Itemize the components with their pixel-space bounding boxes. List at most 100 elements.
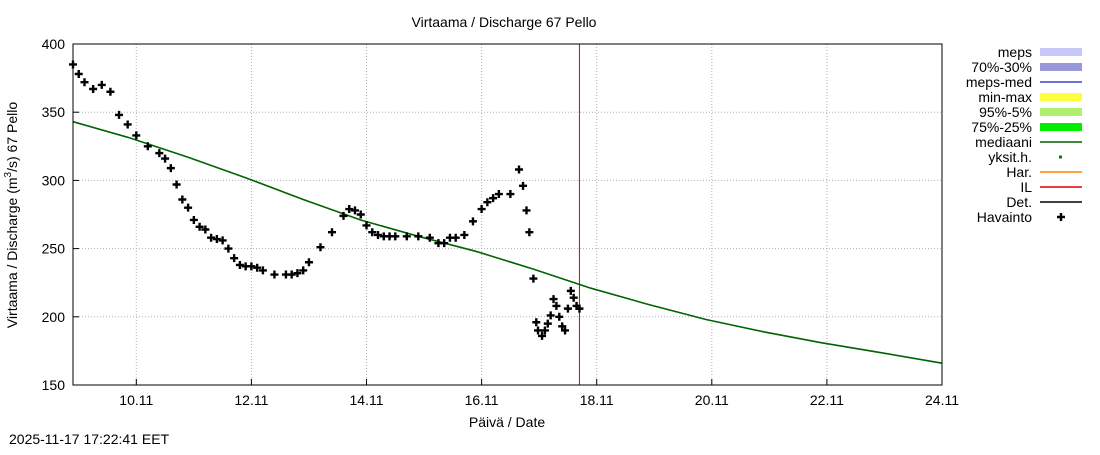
- observation-point: [558, 322, 567, 331]
- x-axis-label: Päivä / Date: [469, 414, 545, 430]
- observation-point: [106, 87, 115, 96]
- observation-point: [522, 206, 531, 215]
- observation-point: [569, 293, 578, 302]
- legend-label: IL: [1020, 179, 1032, 195]
- observation-point: [224, 244, 233, 253]
- legend-label: Det.: [1006, 194, 1032, 210]
- legend-label: Havainto: [977, 209, 1032, 225]
- observation-point: [345, 205, 354, 214]
- observation-point: [374, 230, 383, 239]
- observation-point: [538, 331, 547, 340]
- y-tick-label: 350: [42, 104, 66, 120]
- observation-point: [425, 233, 434, 242]
- observation-point: [563, 304, 572, 313]
- legend-swatch: [1040, 48, 1082, 56]
- legend-swatch: [1040, 63, 1082, 71]
- observation-point: [270, 270, 279, 279]
- observation-point: [460, 230, 469, 239]
- observation-point: [172, 180, 181, 189]
- observation-point: [155, 149, 164, 158]
- plot-area: 10.11 12.11 14.11 16.11 18.11 20.11 22.11 24.11…: [42, 36, 960, 408]
- observation-point: [561, 326, 570, 335]
- observation-point: [440, 239, 449, 248]
- observation-point: [74, 70, 83, 79]
- observation-point: [230, 254, 239, 263]
- observation-point: [304, 258, 313, 267]
- legend-label: mediaani: [975, 134, 1032, 150]
- observation-point: [525, 228, 534, 237]
- x-tick-label: 12.11: [234, 392, 268, 408]
- observation-point: [189, 215, 198, 224]
- x-tick-label: 20.11: [695, 392, 729, 408]
- legend-swatch: [1059, 155, 1062, 159]
- observation-point: [89, 85, 98, 94]
- observation-point: [201, 225, 210, 234]
- observation-point: [489, 194, 498, 203]
- observation-point: [80, 78, 89, 87]
- observation-point: [391, 232, 400, 241]
- observation-point: [235, 260, 244, 269]
- observation-point: [132, 131, 141, 140]
- legend-swatch: [1040, 93, 1082, 101]
- legend-swatch: [1057, 213, 1065, 221]
- y-axis-label: Virtaama / Discharge (m3/s) 67 Pello: [3, 102, 20, 328]
- observation-point: [566, 286, 575, 295]
- legend-label: Har.: [1006, 164, 1032, 180]
- observation-point: [483, 198, 492, 207]
- x-tick-label: 10.11: [119, 392, 153, 408]
- x-tick-label: 24.11: [925, 392, 959, 408]
- observation-point: [552, 301, 561, 310]
- y-tick-label: 250: [42, 241, 66, 257]
- x-tick-label: 16.11: [465, 392, 499, 408]
- legend-label: min-max: [978, 89, 1032, 105]
- y-tick-label: 150: [42, 377, 66, 393]
- observation-point: [362, 221, 371, 230]
- legend-label: 95%-5%: [979, 104, 1032, 120]
- observation-point: [287, 270, 296, 279]
- observation-point: [546, 311, 555, 320]
- observation-point: [299, 266, 308, 275]
- legend: meps70%-30%meps-medmin-max95%-5%75%-25%m…: [966, 44, 1082, 225]
- observation-point: [218, 236, 227, 245]
- observation-point: [515, 165, 524, 174]
- observation-point: [468, 217, 477, 226]
- legend-label: 70%-30%: [971, 59, 1032, 75]
- observation-point: [123, 120, 132, 129]
- plot-frame: [72, 43, 943, 386]
- observation-point: [178, 195, 187, 204]
- x-tick-label: 18.11: [580, 392, 614, 408]
- observation-point: [253, 263, 262, 272]
- median-forecast-line: [72, 120, 943, 364]
- legend-label: 75%-25%: [971, 119, 1032, 135]
- observation-point: [115, 110, 124, 119]
- observation-point: [529, 274, 538, 283]
- legend-label: meps: [998, 44, 1032, 60]
- observation-point: [494, 190, 503, 199]
- legend-label: yksit.h.: [988, 149, 1032, 165]
- observation-point: [184, 203, 193, 212]
- legend-label: meps-med: [966, 74, 1032, 90]
- y-tick-label: 200: [42, 309, 66, 325]
- x-tick-label: 22.11: [810, 392, 844, 408]
- legend-swatch: [1040, 108, 1082, 116]
- observation-point: [543, 319, 552, 328]
- observation-point: [477, 205, 486, 214]
- observation-point: [414, 232, 423, 241]
- observation-point: [451, 233, 460, 242]
- observation-point: [350, 206, 359, 215]
- observation-point: [555, 312, 564, 321]
- x-tick-label: 14.11: [350, 392, 384, 408]
- observation-point: [356, 210, 365, 219]
- observation-point: [316, 243, 325, 252]
- observation-point: [247, 262, 256, 271]
- observation-point: [549, 295, 558, 304]
- legend-swatch: [1040, 123, 1082, 131]
- observation-point: [534, 326, 543, 335]
- observation-point: [293, 269, 302, 278]
- chart-title: Virtaama / Discharge 67 Pello: [412, 14, 597, 30]
- observation-point: [532, 318, 541, 327]
- observation-point: [195, 222, 204, 231]
- observation-point: [97, 80, 106, 89]
- observation-point: [258, 266, 267, 275]
